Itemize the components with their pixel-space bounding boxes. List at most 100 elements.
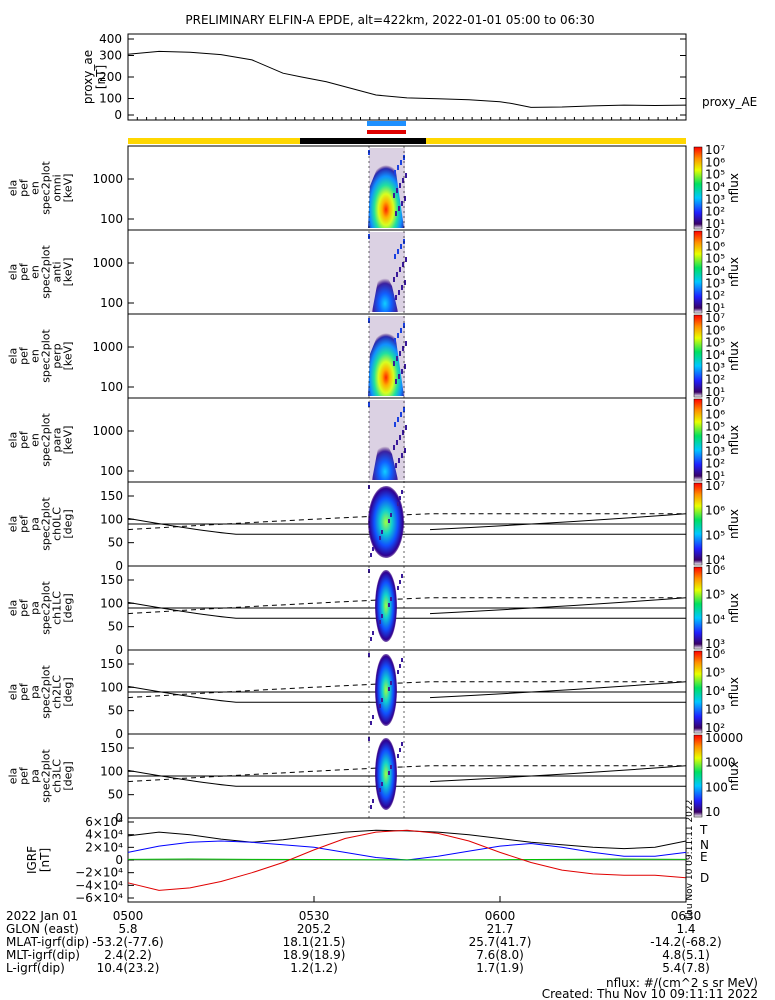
ephemeris-value: 205.2 <box>297 922 331 936</box>
panel-5-heatmap-cell <box>390 513 392 517</box>
panel-6-heatmap-blob <box>375 570 397 642</box>
panel-8-heatmap-cell <box>381 782 383 786</box>
panel-6-heatmap-cell <box>370 637 372 641</box>
x-axis-tick-label: 0600 <box>485 909 516 923</box>
panel-3-colorbar-tick: 10⁷ <box>705 311 725 325</box>
panel-1-colorbar-tick: 10² <box>705 205 725 219</box>
panel-5-colorbar-tick: 10⁷ <box>705 479 725 493</box>
panel-1-colorbar-tick: 10⁴ <box>705 180 725 194</box>
panel-1-ylabel-line: pef <box>18 178 31 197</box>
footer-units: nflux: #/(cm^2 s sr MeV) <box>606 976 758 990</box>
panel-8-ytick: 0 <box>115 811 123 825</box>
panel-1-colorbar <box>693 146 703 230</box>
panel-3-colorbar <box>693 314 703 398</box>
ephemeris-value: 7.6(8.0) <box>476 948 524 962</box>
panel-8-heatmap-cell <box>372 799 374 803</box>
panel-5-ylabel-line: pef <box>18 514 31 533</box>
panel-6-ylabel-line: pef <box>18 598 31 617</box>
creation-stamp-vertical: Thu Nov 10 09:11:11 2022 <box>685 800 695 922</box>
panel-8-ylabel-line: pef <box>18 766 31 785</box>
panel-4-ylabel-line: spec2plot <box>40 413 53 467</box>
panel-1-colorbar-tick: 10¹ <box>705 217 725 231</box>
panel-5-loss-cone-solid <box>127 517 686 535</box>
igrf-series-N <box>127 840 687 861</box>
panel-2-colorbar-label: nflux <box>727 257 741 287</box>
igrf-ytick: −4×10⁴ <box>75 878 123 892</box>
igrf-ytick: 6×10⁴ <box>85 815 123 829</box>
panel-2-colorbar-tick: 10¹ <box>705 301 725 315</box>
panel-6-heatmap-cell <box>390 597 392 601</box>
panel-8-ylabel: elapefpaspec2plotch3LC[deg] <box>7 749 75 803</box>
panel-1-ylabel-line: ela <box>7 180 20 197</box>
ephemeris-value: -53.2(-77.6) <box>92 935 163 949</box>
panel-3-heatmap-cell <box>401 369 403 374</box>
science-zone-marker-blue <box>367 121 406 126</box>
panel-4-heatmap-cell <box>394 422 396 427</box>
panel-7-ylabel-line: pef <box>18 682 31 701</box>
panel-3-heatmap-cell <box>402 346 404 351</box>
panel-2-ylabel-line: [keV] <box>62 258 75 287</box>
panel-4-heatmap-cell <box>401 453 403 458</box>
panel-6-ylabel-line: spec2plot <box>40 581 53 635</box>
panel-5-colorbar-tick: 10⁶ <box>705 504 725 518</box>
x-axis-tick-label: 0500 <box>113 909 144 923</box>
panel-2-colorbar-tick: 10³ <box>705 276 725 290</box>
panel-8-ylabel-line: spec2plot <box>40 749 53 803</box>
panel-2-ylabel-line: ela <box>7 264 20 281</box>
panel-6-ylabel-line: pa <box>29 601 42 615</box>
panel-3-frame <box>127 313 687 399</box>
panel-2-heatmap-cell <box>397 249 399 254</box>
panel-3-heatmap-cell <box>400 328 402 333</box>
panel-5-heatmap-cell <box>399 496 401 500</box>
proxy-ae-line <box>127 50 687 108</box>
igrf-ytick: 4×10⁴ <box>85 828 123 842</box>
panel-1-ytick: 1000 <box>92 172 123 186</box>
panel-8-loss-cone-solid <box>127 769 686 787</box>
panel-1-heatmap-cell <box>396 188 398 193</box>
panel-7-heatmap-blob <box>375 654 397 726</box>
panel-5-ylabel-line: ela <box>7 516 20 533</box>
ephemeris-row-label: GLON (east) <box>6 922 79 936</box>
panel-3-heatmap-cell <box>399 351 401 356</box>
panel-3-heatmap <box>368 316 407 396</box>
panel-8-colorbar-tick: 10 <box>705 805 720 819</box>
panel-8-heatmap-cell <box>368 737 370 741</box>
igrf-ytick: 2×10⁴ <box>85 840 123 854</box>
panel-8-heatmap-cell <box>399 748 401 752</box>
panel-8-colorbar-tick: 100 <box>705 780 728 794</box>
panel-5-ylabel: elapefpaspec2plotch0LC[deg] <box>7 497 75 551</box>
ephemeris-value: 18.9(18.9) <box>283 948 346 962</box>
panel-3-ytick: 100 <box>100 380 123 394</box>
panel-4-ytick: 1000 <box>92 424 123 438</box>
panel-4-heatmap <box>368 400 407 480</box>
panel-1-colorbar-tick: 10⁷ <box>705 143 725 157</box>
panel-8-ylabel-line: ch3LC <box>51 759 64 793</box>
panel-5-colorbar <box>693 482 703 566</box>
panel-3-heatmap-cell <box>403 323 405 328</box>
panel-3-ylabel-line: en <box>29 349 42 363</box>
panel-2-heatmap-cell <box>393 277 395 282</box>
panel-5-loss-cone-dashed <box>127 513 686 531</box>
panel-7-heatmap-cell <box>372 715 374 719</box>
panel-3-colorbar-tick: 10⁶ <box>705 323 725 337</box>
ephemeris-value: 5.4(7.8) <box>662 961 710 975</box>
panel-3-ylabel: elapefenspec2plotperp[keV] <box>7 329 75 383</box>
panel-6-ytick: 50 <box>108 620 123 634</box>
panel-2-heatmap-cell <box>394 254 396 259</box>
panel-7-ytick: 50 <box>108 704 123 718</box>
panel-8-ytick: 100 <box>100 764 123 778</box>
panel-6-heatmap-cell <box>399 580 401 584</box>
panel-6-ytick: 150 <box>100 573 123 587</box>
panel-5-heatmap-cell <box>381 530 383 534</box>
panel-2-heatmap-blob <box>372 270 398 312</box>
panel-2-ylabel-line: spec2plot <box>40 245 53 299</box>
panel-2-colorbar-tick: 10⁷ <box>705 227 725 241</box>
panel-7-ylabel-line: [deg] <box>62 677 75 706</box>
panel-2-heatmap-cell <box>399 267 401 272</box>
panel-7-ytick: 100 <box>100 680 123 694</box>
panel-7-loss-cone-solid-2 <box>429 681 687 699</box>
panel-6-colorbar-label: nflux <box>727 593 741 623</box>
panel-4-colorbar-tick: 10⁵ <box>705 420 725 434</box>
panel-6-ylabel-line: ela <box>7 600 20 617</box>
panel-2-colorbar-tick: 10⁶ <box>705 239 725 253</box>
